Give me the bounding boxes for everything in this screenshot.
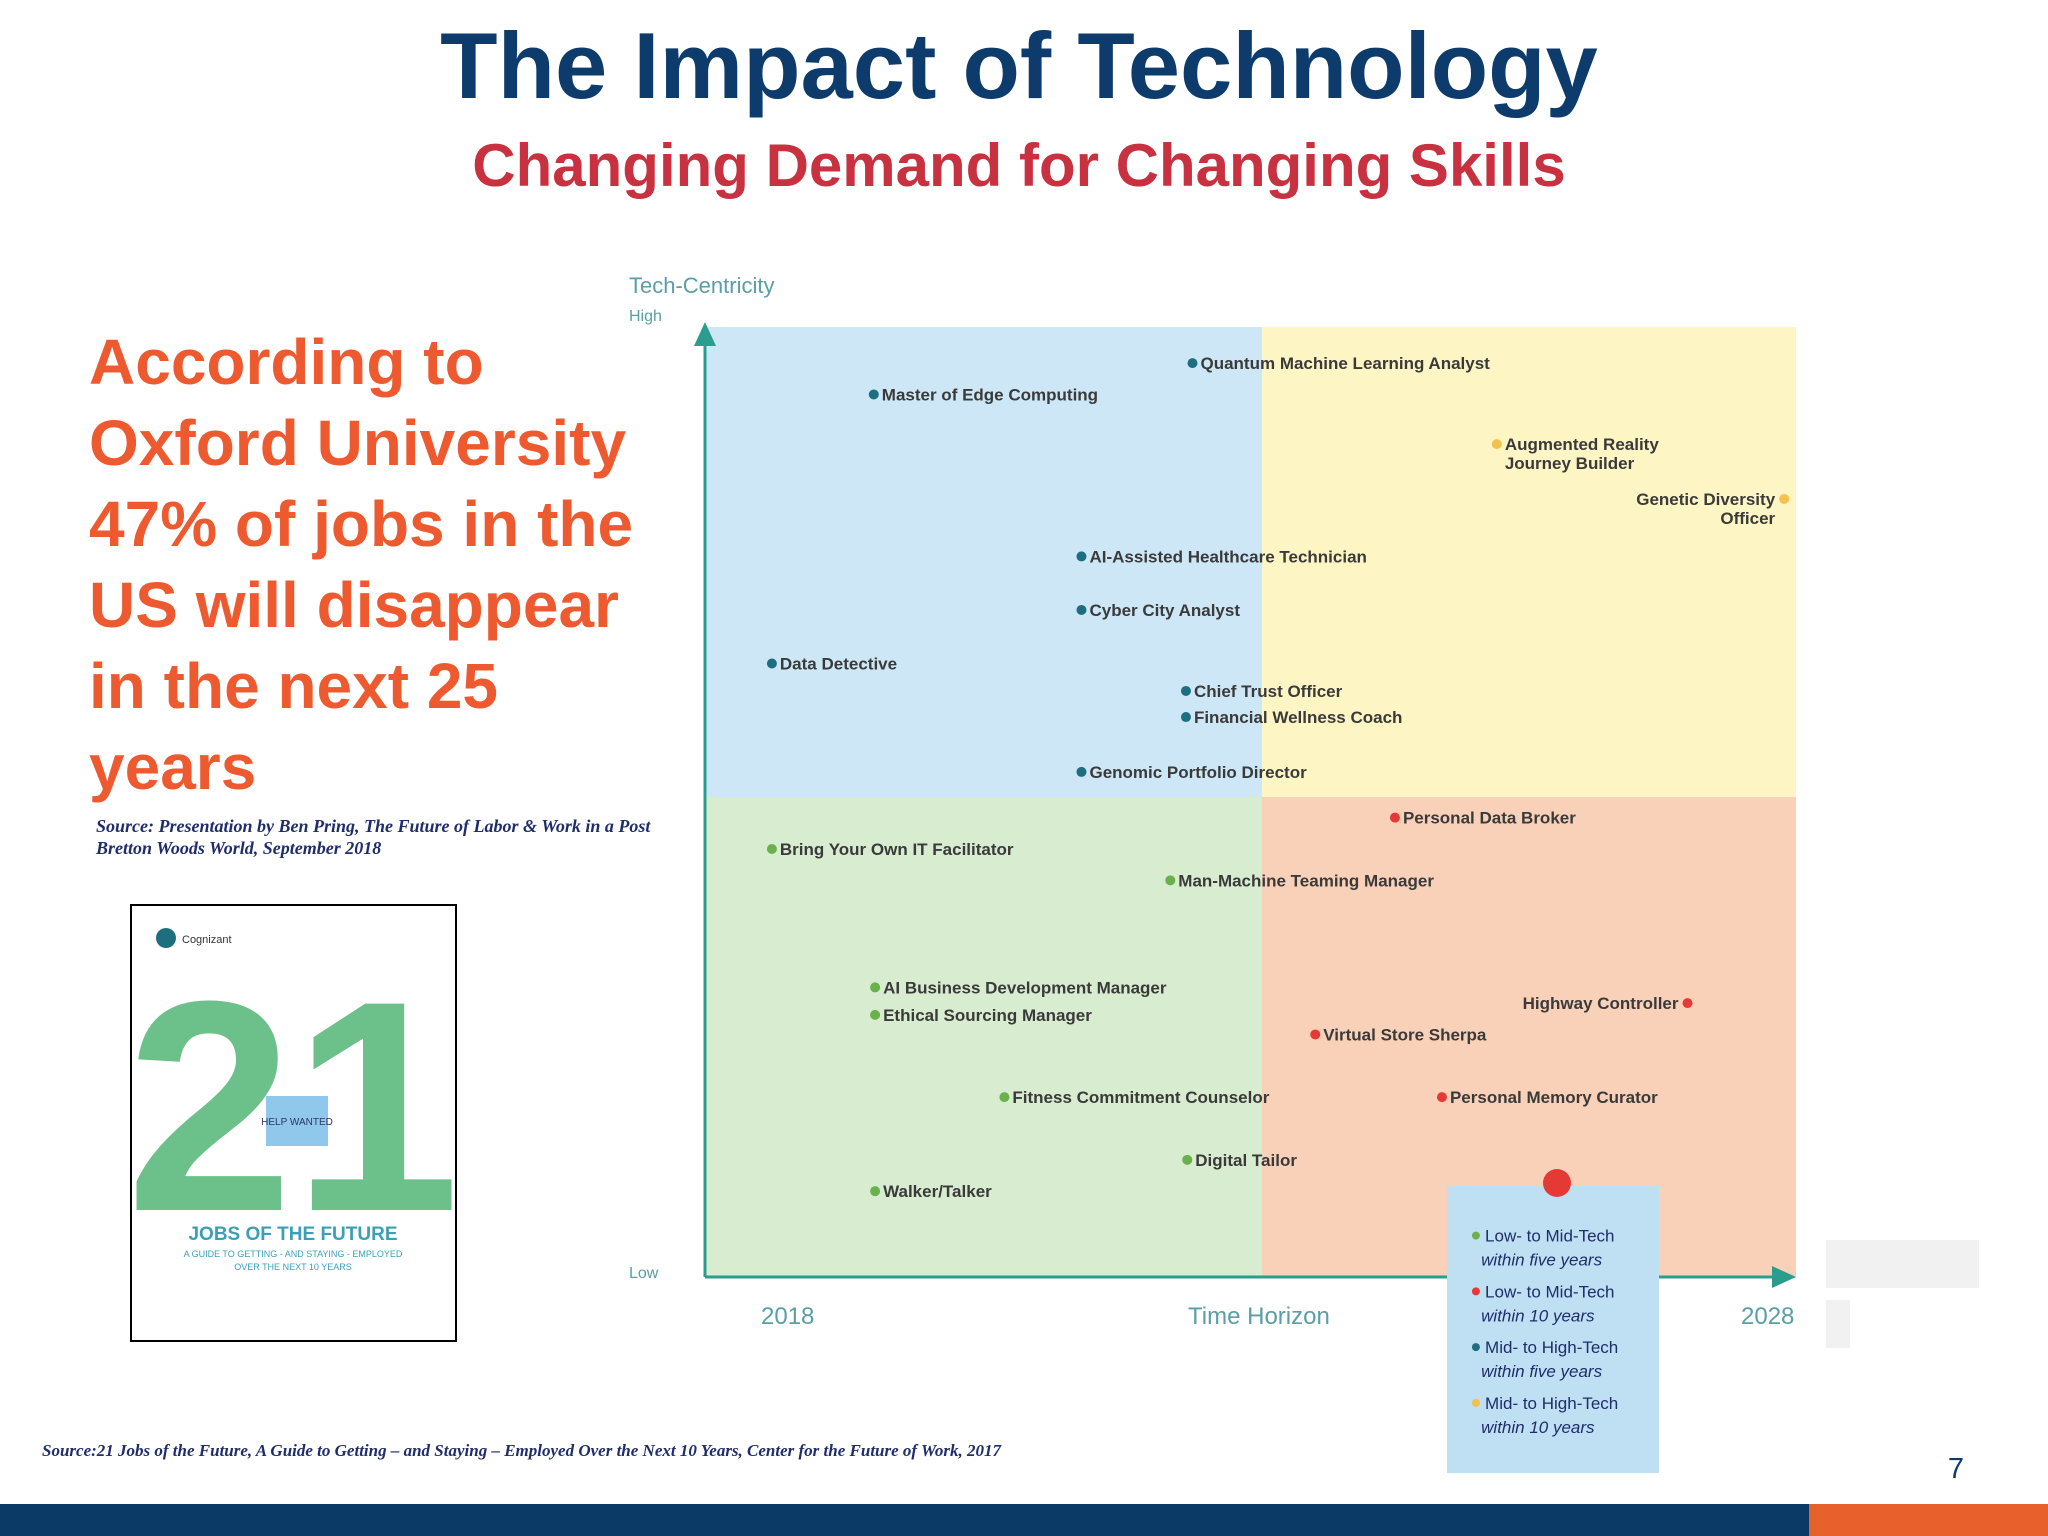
legend-time: within 10 years [1481,1306,1595,1325]
job-dot [1310,1029,1321,1040]
axis-label: High [629,308,662,325]
logo [156,928,176,948]
legend-time: within five years [1481,1251,1602,1270]
decoration [1826,1300,1850,1348]
job-label: Virtual Store Sherpa [1323,1025,1487,1044]
job-label: Man-Machine Teaming Manager [1178,871,1434,890]
sign [266,1096,328,1146]
legend-dot [1471,1231,1480,1240]
axis-title: Time Horizon [1188,1303,1330,1330]
job-dot [1182,1154,1193,1165]
job-label: Personal Data Broker [1403,809,1576,828]
job-label: Augmented Reality [1505,435,1660,454]
job-dot [1076,766,1087,777]
job-dot [1180,685,1191,696]
title: The Impact of Technology [440,13,1598,118]
arrow [694,322,716,346]
legend-time: within five years [1481,1362,1602,1381]
source: Source:21 Jobs of the Future, A Guide to… [42,1441,1002,1460]
legend-tech: Mid- to High-Tech [1485,1394,1618,1413]
job-label: Genetic Diversity [1636,490,1775,509]
job-label: Data Detective [780,655,897,674]
job-label: Bring Your Own IT Facilitator [780,840,1014,859]
job-dot [999,1092,1010,1103]
job-label: Master of Edge Computing [882,385,1098,404]
book-sign: HELP WANTED [261,1117,333,1128]
decoration [1826,1240,1979,1288]
job-label: Digital Tailor [1195,1151,1297,1170]
legend-dot [1471,1343,1480,1352]
job-label: Quantum Machine Learning Analyst [1200,354,1490,373]
job-dot [870,1009,881,1020]
book-brand: Cognizant [182,934,232,946]
job-label: Ethical Sourcing Manager [883,1006,1092,1025]
legend-dot [1471,1398,1480,1407]
arrow [1772,1266,1796,1288]
legend-note [1447,1186,1659,1473]
job-label: Walker/Talker [883,1182,992,1201]
job-dot [1779,493,1790,504]
job-label: Cyber City Analyst [1089,601,1240,620]
job-label: Genomic Portfolio Director [1089,763,1307,782]
job-label: AI Business Development Manager [883,978,1167,997]
axis-label: 2028 [1741,1303,1794,1330]
legend-tech: Low- to Mid-Tech [1485,1282,1614,1301]
quadrant [705,327,1262,797]
statement: According to Oxford University 47% of jo… [89,326,634,803]
job-dot [1389,812,1400,823]
job-dot [1165,875,1176,886]
quadrant [1262,327,1796,797]
job-label: Highway Controller [1523,994,1679,1013]
quadrant [705,797,1262,1277]
book-subtitle: A GUIDE TO GETTING - AND STAYING - EMPLO… [183,1249,403,1272]
page-number: 7 [1948,1453,1964,1485]
job-label: Chief Trust Officer [1194,682,1343,701]
legend-dot [1471,1287,1480,1296]
job-dot [1491,439,1502,450]
job-label: Personal Memory Curator [1450,1088,1658,1107]
job-dot [766,658,777,669]
job-label: Fitness Commitment Counselor [1012,1088,1269,1107]
job-label: AI-Assisted Healthcare Technician [1089,547,1366,566]
legend-time: within 10 years [1481,1418,1595,1437]
job-label: Officer [1720,509,1775,528]
legend-tech: Low- to Mid-Tech [1485,1227,1614,1246]
job-dot [870,1186,881,1197]
pushpin [1543,1169,1571,1197]
subtitle: Changing Demand for Changing Skills [472,132,1565,199]
footer-bar [0,1504,1809,1536]
job-dot [1187,358,1198,369]
legend-tech: Mid- to High-Tech [1485,1338,1618,1357]
job-dot [870,982,881,993]
axis-label: Low [629,1265,659,1282]
job-label: Journey Builder [1505,454,1635,473]
source: Source: Presentation by Ben Pring, The F… [96,816,651,858]
job-dot [1180,712,1191,723]
job-label: Financial Wellness Coach [1194,708,1402,727]
book-subtitle-box: A GUIDE TO GETTING - AND STAYING - EMPLO… [183,1249,403,1272]
axis-label: 2018 [761,1303,814,1330]
job-dot [1682,998,1693,1009]
job-dot [1436,1092,1447,1103]
job-dot [868,389,879,400]
job-dot [766,843,777,854]
job-dot [1076,604,1087,615]
axis-title: Tech-Centricity [629,273,774,298]
job-dot [1076,551,1087,562]
book-title: JOBS OF THE FUTURE [188,1224,397,1245]
footer-bar [1809,1504,2048,1536]
